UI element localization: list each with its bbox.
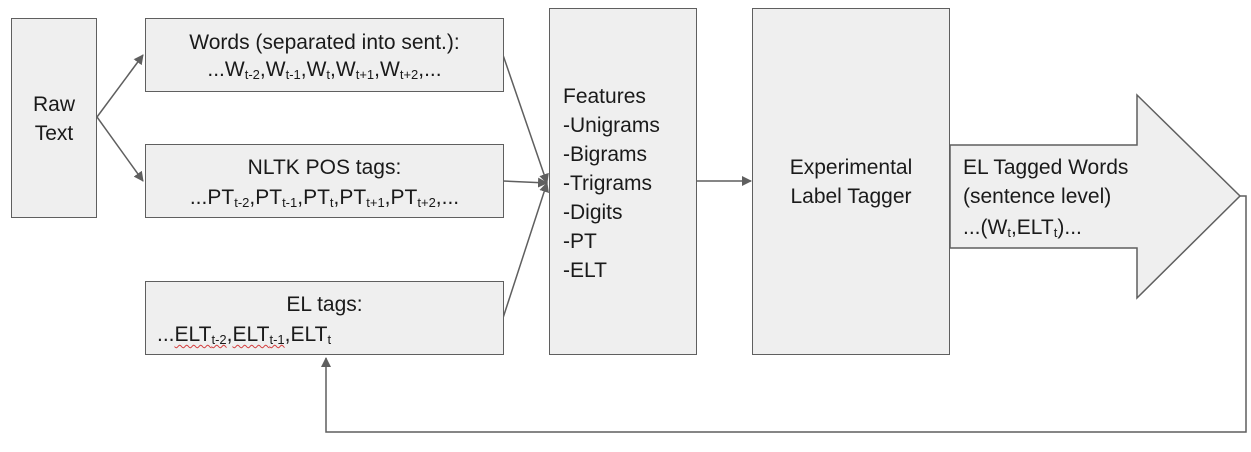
raw-text-box	[11, 18, 97, 218]
feedback-loop-arrow	[321, 195, 1247, 433]
features-title: Features	[563, 85, 646, 108]
output-token-w: Wt	[987, 216, 1011, 240]
pos-prefix: ...	[189, 186, 208, 209]
pos-token-t+2: PTt+2	[390, 186, 436, 210]
pos-tags-sequence: ...PTt-2,PTt-1,PTt,PTt+1,PTt+2,...	[189, 186, 460, 210]
words-suffix: ,...	[418, 58, 442, 81]
output-seq-prefix: ...(	[963, 216, 988, 239]
el-tags-title: EL tags:	[286, 293, 363, 316]
output-label: EL Tagged Words (sentence level)	[963, 153, 1128, 211]
output-sequence: ...(Wt,ELTt)...	[963, 216, 1082, 240]
tagger-box	[752, 8, 950, 355]
pos-suffix: ,...	[435, 186, 460, 209]
output-token-elt: ELTt	[1016, 216, 1058, 240]
feature-bigrams: -Bigrams	[563, 143, 648, 166]
word-token-t+1: Wt+1	[335, 58, 375, 82]
el-token-t: ELTt	[290, 323, 332, 347]
raw-text-line-2: Text	[34, 122, 74, 145]
output-arrow-shape	[949, 93, 1242, 300]
pos-token-t: PTt	[303, 186, 334, 210]
el-token-t-2: ELTt-2	[174, 323, 227, 347]
word-token-t-2: Wt-2	[224, 58, 260, 82]
pos-token-t-1: PTt-1	[255, 186, 298, 210]
raw-text-label: Raw Text	[11, 90, 97, 148]
feature-digits: -Digits	[563, 201, 623, 224]
arrow-pos-to-features	[502, 177, 548, 188]
pos-tags-title: NLTK POS tags:	[247, 156, 402, 179]
arrow-el-to-features	[502, 182, 549, 319]
word-token-t: Wt	[306, 58, 331, 82]
word-token-t-1: Wt-1	[265, 58, 301, 82]
word-token-t+2: Wt+2	[380, 58, 419, 82]
el-tags-box	[145, 281, 504, 355]
arrow-rawtext-to-words	[96, 54, 144, 118]
pos-token-t-2: PTt-2	[207, 186, 250, 210]
tagger-line-2: Label Tagger	[790, 185, 912, 208]
pos-tags-box	[145, 144, 504, 218]
el-token-t-1: ELTt-1	[232, 323, 285, 347]
output-line-2: (sentence level)	[963, 185, 1112, 208]
arrow-rawtext-to-pos	[96, 116, 144, 182]
el-prefix: ...	[157, 323, 175, 346]
features-box	[549, 8, 697, 355]
features-list: Features -Unigrams -Bigrams -Trigrams -D…	[563, 82, 660, 285]
feature-elt: -ELT	[563, 259, 607, 282]
words-box	[145, 18, 504, 92]
words-sequence: ...Wt-2,Wt-1,Wt,Wt+1,Wt+2,...	[207, 58, 442, 82]
words-title: Words (separated into sent.):	[189, 31, 460, 54]
feature-pt: -PT	[563, 230, 597, 253]
feature-unigrams: -Unigrams	[563, 114, 660, 137]
tagger-line-1: Experimental	[789, 156, 913, 179]
el-tags-sequence: ...ELTt-2,ELTt-1,ELTt	[157, 323, 332, 347]
output-line-1: EL Tagged Words	[963, 156, 1129, 179]
output-seq-suffix: )...	[1057, 216, 1082, 239]
feature-trigrams: -Trigrams	[563, 172, 653, 195]
words-prefix: ...	[207, 58, 225, 81]
raw-text-line-1: Raw	[32, 93, 75, 116]
tagger-label: Experimental Label Tagger	[752, 153, 950, 211]
arrow-words-to-features	[502, 54, 549, 184]
pos-token-t+1: PTt+1	[339, 186, 385, 210]
